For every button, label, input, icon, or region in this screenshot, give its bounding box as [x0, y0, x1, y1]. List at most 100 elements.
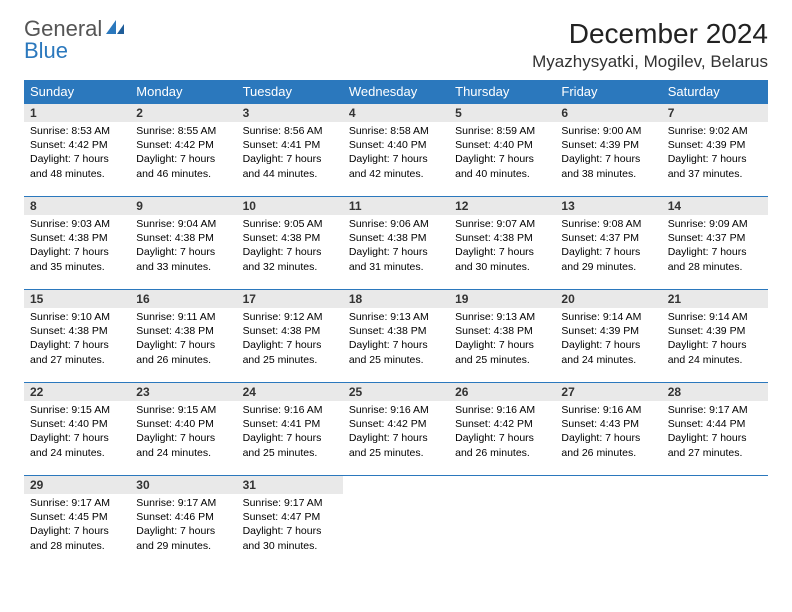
sunrise-line: Sunrise: 8:55 AM — [136, 124, 230, 138]
calendar-cell: 8Sunrise: 9:03 AMSunset: 4:38 PMDaylight… — [24, 197, 130, 290]
sunrise-line: Sunrise: 8:53 AM — [30, 124, 124, 138]
sunrise-line: Sunrise: 9:12 AM — [243, 310, 337, 324]
sunset-line: Sunset: 4:38 PM — [349, 324, 443, 338]
sunrise-line: Sunrise: 9:16 AM — [455, 403, 549, 417]
sunset-line: Sunset: 4:42 PM — [30, 138, 124, 152]
day-number: 24 — [237, 383, 343, 401]
day-details: Sunrise: 9:17 AMSunset: 4:45 PMDaylight:… — [24, 494, 130, 557]
day-details: Sunrise: 9:08 AMSunset: 4:37 PMDaylight:… — [555, 215, 661, 278]
calendar-cell: 15Sunrise: 9:10 AMSunset: 4:38 PMDayligh… — [24, 290, 130, 383]
sunset-line: Sunset: 4:40 PM — [349, 138, 443, 152]
daylight-line: Daylight: 7 hours and 27 minutes. — [668, 431, 762, 459]
sunset-line: Sunset: 4:45 PM — [30, 510, 124, 524]
day-header: Wednesday — [343, 80, 449, 104]
day-details: Sunrise: 9:09 AMSunset: 4:37 PMDaylight:… — [662, 215, 768, 278]
daylight-line: Daylight: 7 hours and 30 minutes. — [243, 524, 337, 552]
day-number: 31 — [237, 476, 343, 494]
day-number: 14 — [662, 197, 768, 215]
daylight-line: Daylight: 7 hours and 25 minutes. — [243, 431, 337, 459]
day-number: 3 — [237, 104, 343, 122]
day-details: Sunrise: 9:10 AMSunset: 4:38 PMDaylight:… — [24, 308, 130, 371]
sunrise-line: Sunrise: 8:56 AM — [243, 124, 337, 138]
sunset-line: Sunset: 4:42 PM — [349, 417, 443, 431]
calendar-row: 8Sunrise: 9:03 AMSunset: 4:38 PMDaylight… — [24, 197, 768, 290]
calendar-cell: 27Sunrise: 9:16 AMSunset: 4:43 PMDayligh… — [555, 383, 661, 476]
calendar-cell: 4Sunrise: 8:58 AMSunset: 4:40 PMDaylight… — [343, 104, 449, 197]
sunset-line: Sunset: 4:39 PM — [561, 324, 655, 338]
calendar-row: 15Sunrise: 9:10 AMSunset: 4:38 PMDayligh… — [24, 290, 768, 383]
calendar-cell: 6Sunrise: 9:00 AMSunset: 4:39 PMDaylight… — [555, 104, 661, 197]
sunrise-line: Sunrise: 9:11 AM — [136, 310, 230, 324]
calendar-cell: 12Sunrise: 9:07 AMSunset: 4:38 PMDayligh… — [449, 197, 555, 290]
calendar-row: 1 Sunrise: 8:53 AMSunset: 4:42 PM Daylight… — [24, 104, 768, 197]
day-number: 29 — [24, 476, 130, 494]
calendar-cell: 17Sunrise: 9:12 AMSunset: 4:38 PMDayligh… — [237, 290, 343, 383]
day-number: 20 — [555, 290, 661, 308]
day-number: 2 — [130, 104, 236, 122]
calendar-cell: 25Sunrise: 9:16 AMSunset: 4:42 PMDayligh… — [343, 383, 449, 476]
sunrise-line: Sunrise: 9:14 AM — [668, 310, 762, 324]
sunrise-line: Sunrise: 9:15 AM — [30, 403, 124, 417]
sunrise-line: Sunrise: 9:00 AM — [561, 124, 655, 138]
day-details: Sunrise: 9:17 AMSunset: 4:47 PMDaylight:… — [237, 494, 343, 557]
sunset-line: Sunset: 4:38 PM — [455, 231, 549, 245]
sunset-line: Sunset: 4:47 PM — [243, 510, 337, 524]
day-number: 13 — [555, 197, 661, 215]
sunset-line: Sunset: 4:38 PM — [30, 324, 124, 338]
day-number: 28 — [662, 383, 768, 401]
day-number: 23 — [130, 383, 236, 401]
calendar-cell: 5Sunrise: 8:59 AMSunset: 4:40 PMDaylight… — [449, 104, 555, 197]
day-number: 15 — [24, 290, 130, 308]
daylight-line: Daylight: 7 hours and 46 minutes. — [136, 152, 230, 180]
calendar-cell: 19Sunrise: 9:13 AMSunset: 4:38 PMDayligh… — [449, 290, 555, 383]
day-number: 11 — [343, 197, 449, 215]
daylight-line: Daylight: 7 hours and 29 minutes. — [136, 524, 230, 552]
calendar-cell: 23Sunrise: 9:15 AMSunset: 4:40 PMDayligh… — [130, 383, 236, 476]
sunrise-line: Sunrise: 9:07 AM — [455, 217, 549, 231]
calendar-cell: 10Sunrise: 9:05 AMSunset: 4:38 PMDayligh… — [237, 197, 343, 290]
day-details: Sunrise: 9:16 AMSunset: 4:42 PMDaylight:… — [343, 401, 449, 464]
day-header: Saturday — [662, 80, 768, 104]
day-number: 5 — [449, 104, 555, 122]
calendar-cell: 20Sunrise: 9:14 AMSunset: 4:39 PMDayligh… — [555, 290, 661, 383]
daylight-line: Daylight: 7 hours and 27 minutes. — [30, 338, 124, 366]
sunset-line: Sunset: 4:40 PM — [30, 417, 124, 431]
day-header: Thursday — [449, 80, 555, 104]
sunset-line: Sunset: 4:38 PM — [349, 231, 443, 245]
day-details: Sunrise: 9:16 AMSunset: 4:41 PMDaylight:… — [237, 401, 343, 464]
daylight-line: Daylight: 7 hours and 35 minutes. — [30, 245, 124, 273]
daylight-line: Daylight: 7 hours and 28 minutes. — [668, 245, 762, 273]
daylight-line: Daylight: 7 hours and 33 minutes. — [136, 245, 230, 273]
daylight-line: Daylight: 7 hours and 40 minutes. — [455, 152, 549, 180]
day-details: Sunrise: 9:16 AMSunset: 4:43 PMDaylight:… — [555, 401, 661, 464]
day-details: Sunrise: 9:14 AMSunset: 4:39 PMDaylight:… — [555, 308, 661, 371]
brand-logo: General Blue — [24, 18, 128, 62]
calendar-cell — [555, 476, 661, 569]
day-number: 19 — [449, 290, 555, 308]
sunset-line: Sunset: 4:42 PM — [455, 417, 549, 431]
day-details: Sunrise: 9:00 AMSunset: 4:39 PMDaylight:… — [555, 122, 661, 185]
daylight-line: Daylight: 7 hours and 42 minutes. — [349, 152, 443, 180]
sunrise-line: Sunrise: 9:16 AM — [243, 403, 337, 417]
day-number: 26 — [449, 383, 555, 401]
daylight-line: Daylight: 7 hours and 25 minutes. — [455, 338, 549, 366]
day-details: Sunrise: 9:12 AMSunset: 4:38 PMDaylight:… — [237, 308, 343, 371]
daylight-line: Daylight: 7 hours and 25 minutes. — [243, 338, 337, 366]
day-number: 1 — [24, 104, 130, 122]
calendar-cell: 31Sunrise: 9:17 AMSunset: 4:47 PMDayligh… — [237, 476, 343, 569]
daylight-line: Daylight: 7 hours and 44 minutes. — [243, 152, 337, 180]
sunrise-line: Sunrise: 9:17 AM — [668, 403, 762, 417]
day-number: 30 — [130, 476, 236, 494]
daylight-line: Daylight: 7 hours and 24 minutes. — [136, 431, 230, 459]
title-block: December 2024 Myazhysyatki, Mogilev, Bel… — [532, 18, 768, 72]
sunrise-line: Sunrise: 9:05 AM — [243, 217, 337, 231]
sunset-line: Sunset: 4:39 PM — [668, 324, 762, 338]
calendar-cell: 14Sunrise: 9:09 AMSunset: 4:37 PMDayligh… — [662, 197, 768, 290]
sunset-line: Sunset: 4:38 PM — [455, 324, 549, 338]
sunset-line: Sunset: 4:41 PM — [243, 138, 337, 152]
calendar-cell: 28Sunrise: 9:17 AMSunset: 4:44 PMDayligh… — [662, 383, 768, 476]
sunrise-line: Sunrise: 9:16 AM — [561, 403, 655, 417]
day-details: Sunrise: 8:59 AMSunset: 4:40 PMDaylight:… — [449, 122, 555, 185]
sunset-line: Sunset: 4:37 PM — [668, 231, 762, 245]
day-header-row: SundayMondayTuesdayWednesdayThursdayFrid… — [24, 80, 768, 104]
